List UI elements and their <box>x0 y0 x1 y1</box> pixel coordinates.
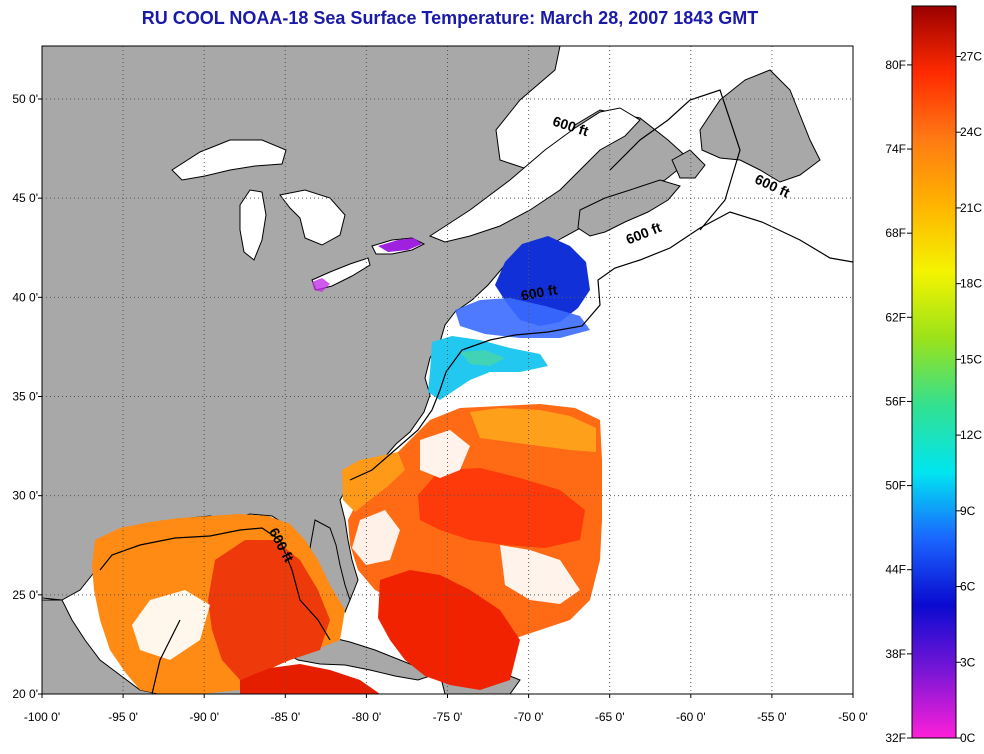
colorbar-fahrenheit-ticks: 32F 38F 44F 50F 56F 62F 68F 74F 80F <box>885 58 912 745</box>
sst-lake-ontario <box>378 238 422 252</box>
lat-tick-label: 45 0' <box>12 191 38 205</box>
lat-tick-label: 50 0' <box>12 92 38 106</box>
latitude-axis: 20 0' 25 0' 30 0' 35 0' 40 0' 45 0' 50 0' <box>12 92 42 701</box>
lat-tick-label: 25 0' <box>12 588 38 602</box>
lon-tick-label: -55 0' <box>757 710 787 724</box>
lon-tick-label: -65 0' <box>595 710 625 724</box>
colorbar-f-label: 74F <box>885 142 906 156</box>
isobath-600ft-gulf <box>99 527 331 694</box>
colorbar-c-label: 18C <box>960 277 982 291</box>
lon-tick-label: -50 0' <box>838 710 868 724</box>
colorbar-f-label: 62F <box>885 310 906 324</box>
longitude-axis: -100 0' -95 0' -90 0' -85 0' -80 0' -75 0' -70… <box>24 694 868 724</box>
cloud-gap-2 <box>500 545 580 604</box>
mexico-land <box>42 599 161 694</box>
colorbar-f-label: 50F <box>885 479 906 493</box>
st-lawrence-estuary <box>428 107 641 243</box>
colorbar-f-label: 68F <box>885 226 906 240</box>
sst-gulf-loop-current <box>208 540 330 680</box>
sst-sargasso-red <box>418 468 585 548</box>
colorbar-c-label: 6C <box>960 580 976 594</box>
lake-michigan <box>239 189 267 261</box>
lon-tick-label: -75 0' <box>433 710 463 724</box>
sst-data-layer <box>92 236 602 694</box>
colorbar-f-label: 32F <box>885 731 906 745</box>
sst-caribbean-red <box>240 664 380 694</box>
sst-shelf-green <box>460 350 505 366</box>
colorbar-c-label: 15C <box>960 352 982 366</box>
sst-mid-atlantic-shelf <box>428 336 548 400</box>
colorbar-celsius-ticks: 0C 3C 6C 9C 12C 15C 18C 21C 24C 27C <box>956 49 982 745</box>
colorbar-c-label: 21C <box>960 201 982 215</box>
colorbar-f-label: 38F <box>885 647 906 661</box>
lon-tick-label: -90 0' <box>189 710 219 724</box>
lat-tick-label: 35 0' <box>12 390 38 404</box>
isobath-600ft-newfoundland <box>609 89 741 231</box>
sst-south-red <box>378 570 520 690</box>
colorbar-c-label: 24C <box>960 125 982 139</box>
lon-tick-label: -100 0' <box>24 710 60 724</box>
sst-lake-erie <box>312 278 330 292</box>
cape-breton-land <box>671 149 706 179</box>
lon-tick-label: -80 0' <box>352 710 382 724</box>
lon-tick-label: -85 0' <box>270 710 300 724</box>
great-lakes <box>171 107 641 291</box>
lon-tick-label: -60 0' <box>676 710 706 724</box>
colorbar-c-label: 9C <box>960 504 976 518</box>
isobath-600ft-atlantic <box>349 211 853 481</box>
sst-georges-bank <box>455 298 590 338</box>
lon-tick-label: -95 0' <box>108 710 138 724</box>
page-title: RU COOL NOAA-18 Sea Surface Temperature:… <box>141 8 759 28</box>
colorbar <box>911 5 957 739</box>
nova-scotia-land <box>577 179 681 237</box>
colorbar-f-label: 56F <box>885 394 906 408</box>
colorbar-f-label: 80F <box>885 58 906 72</box>
cloud-gap-4 <box>352 510 400 565</box>
sst-carolina-orange <box>342 452 405 512</box>
colorbar-c-label: 12C <box>960 428 982 442</box>
lake-superior <box>171 139 287 181</box>
lon-tick-label: -70 0' <box>514 710 544 724</box>
cloud-gap-1 <box>420 430 470 478</box>
lake-huron <box>279 189 346 246</box>
lat-tick-label: 20 0' <box>12 687 38 701</box>
colorbar-f-label: 44F <box>885 563 906 577</box>
colorbar-c-label: 0C <box>960 731 976 745</box>
colorbar-c-label: 3C <box>960 655 976 669</box>
sst-north-orange-band <box>470 408 596 452</box>
lat-tick-label: 30 0' <box>12 489 38 503</box>
colorbar-c-label: 27C <box>960 49 982 63</box>
newfoundland-land <box>699 69 821 183</box>
cloud-gap-3 <box>132 590 210 660</box>
isobath-label: 600 ft <box>520 281 559 303</box>
lat-tick-label: 40 0' <box>12 290 38 304</box>
